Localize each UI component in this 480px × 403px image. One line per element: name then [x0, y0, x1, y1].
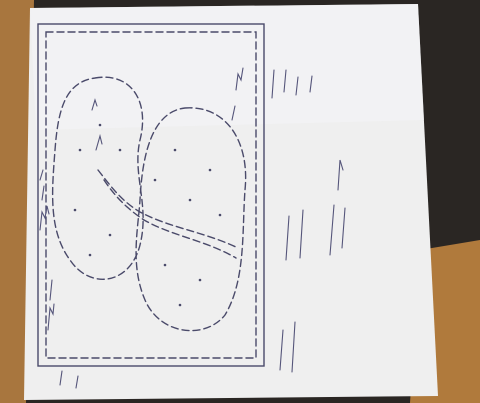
- photo: [0, 0, 480, 403]
- page: [0, 0, 480, 403]
- paper-highlight: [30, 4, 424, 130]
